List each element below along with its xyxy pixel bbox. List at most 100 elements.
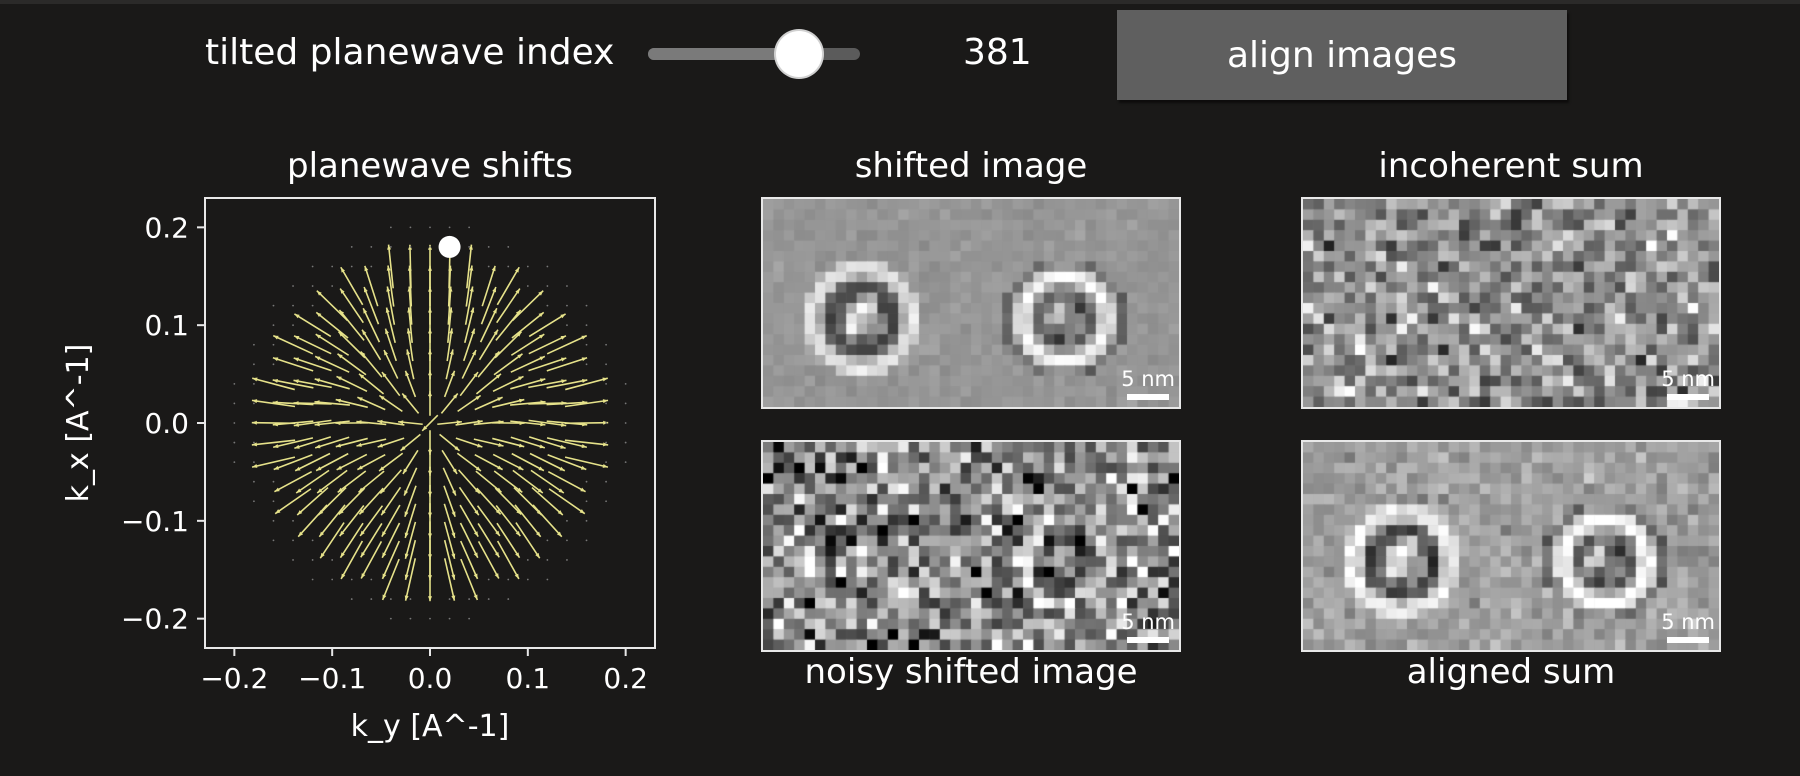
- shift-arrow: [319, 522, 345, 559]
- shift-arrow: [493, 353, 523, 376]
- shift-arrow-head: [494, 351, 500, 357]
- shift-arrow-head: [381, 531, 387, 537]
- shift-arrow-head: [337, 487, 343, 493]
- shift-arrow: [251, 439, 296, 446]
- shift-arrow: [459, 522, 479, 559]
- shift-arrow-head: [338, 331, 344, 337]
- shift-arrow-head: [451, 532, 456, 538]
- grid-dot: [429, 226, 431, 229]
- shift-arrow-head: [335, 421, 341, 426]
- shift-arrow: [510, 401, 546, 406]
- grid-dot: [624, 461, 627, 464]
- shift-arrow-head: [495, 530, 500, 536]
- shift-arrow: [387, 244, 394, 289]
- shift-arrow-head: [498, 442, 504, 447]
- shift-arrow: [362, 307, 381, 343]
- grid-dot: [585, 500, 588, 503]
- shift-arrow-head: [364, 287, 368, 293]
- x-tick-label: 0.1: [506, 662, 551, 695]
- shift-arrow-head: [317, 488, 323, 494]
- grid-dot: [566, 519, 568, 522]
- shift-arrow-head: [582, 378, 588, 383]
- shift-arrow-head: [428, 449, 432, 455]
- shift-arrow: [404, 503, 417, 539]
- shift-arrow: [272, 356, 314, 372]
- grid-dot: [292, 539, 294, 542]
- shift-arrow: [356, 438, 387, 447]
- shift-arrow-head: [335, 443, 342, 448]
- planewave-index-slider[interactable]: [648, 31, 860, 77]
- shift-arrow: [358, 487, 384, 515]
- grid-dot: [311, 578, 314, 581]
- grid-dot: [624, 402, 627, 405]
- axis-ticks: −0.2 −0.1 0.0 0.1 0.2 −0.2 −0.1 0.0 0.1 0.2: [121, 211, 648, 695]
- grid-dot: [253, 461, 255, 464]
- shift-arrow-head: [451, 490, 456, 496]
- shifted-image-title: shifted image: [854, 146, 1088, 186]
- shift-arrow-head: [602, 464, 608, 468]
- grid-dot: [253, 500, 255, 503]
- shift-arrow-head: [315, 334, 322, 339]
- shift-arrow: [407, 307, 413, 343]
- shift-arrow-head: [315, 444, 321, 449]
- grid-dot: [389, 617, 392, 620]
- grid-dot: [566, 559, 568, 561]
- shift-arrow: [314, 355, 350, 373]
- shift-arrow-head: [495, 373, 501, 379]
- shift-arrow: [530, 469, 565, 494]
- grid-dot: [605, 480, 607, 483]
- shift-arrow-head: [560, 357, 567, 362]
- y-tick-label: −0.1: [121, 505, 189, 538]
- shift-arrow: [314, 401, 350, 406]
- shift-arrow: [546, 334, 588, 355]
- shift-arrow-head: [449, 349, 454, 355]
- shift-arrow: [294, 436, 332, 450]
- grid-dot: [292, 519, 294, 522]
- shift-arrow-head: [386, 265, 391, 271]
- shift-arrow-head: [538, 466, 544, 471]
- shift-arrow-head: [515, 552, 520, 558]
- shift-arrow: [296, 486, 329, 516]
- shift-arrow: [293, 402, 332, 405]
- shift-arrow: [546, 356, 588, 372]
- shift-arrow-head: [537, 488, 543, 494]
- grid-dot: [272, 343, 275, 346]
- grid-dot: [292, 285, 294, 287]
- shift-arrow: [335, 398, 368, 409]
- shift-arrow: [403, 467, 418, 496]
- grid-dot: [272, 480, 275, 483]
- slider-thumb[interactable]: [775, 31, 822, 77]
- selected-planewave-marker: [438, 235, 461, 258]
- shift-arrow: [404, 539, 417, 580]
- shift-arrow-head: [338, 509, 344, 515]
- shift-arrow: [476, 505, 501, 537]
- shift-arrow-head: [469, 265, 474, 271]
- shift-arrow-head: [491, 265, 496, 272]
- shift-arrow: [477, 541, 500, 579]
- grid-dot: [370, 578, 373, 581]
- controls-bar: tilted planewave index 381 align images: [0, 0, 1800, 110]
- grid-dot: [566, 304, 568, 307]
- x-tick-label: 0.0: [408, 662, 453, 695]
- y-tick-label: 0.2: [144, 211, 189, 244]
- shift-arrow-head: [364, 265, 369, 272]
- grid-dot: [546, 304, 549, 307]
- shift-arrow: [546, 379, 588, 389]
- shift-arrow: [336, 375, 368, 393]
- shift-arrow: [293, 419, 332, 427]
- shift-arrow-head: [515, 531, 521, 537]
- slider-label: tilted planewave index: [205, 32, 615, 73]
- shift-arrow-head: [495, 509, 501, 515]
- shift-arrow-head: [496, 487, 502, 493]
- window-top-edge: [0, 0, 1800, 4]
- shift-arrow: [273, 453, 313, 471]
- shift-arrow: [547, 470, 586, 493]
- shift-arrow-head: [428, 554, 432, 560]
- shift-arrow-head: [398, 420, 404, 425]
- shift-arrow-head: [340, 288, 345, 294]
- shift-arrow-head: [382, 573, 387, 579]
- align-images-button[interactable]: align images: [1117, 10, 1567, 100]
- shift-arrow: [477, 523, 500, 558]
- shift-arrow-head: [251, 420, 257, 425]
- shift-arrow: [510, 420, 546, 426]
